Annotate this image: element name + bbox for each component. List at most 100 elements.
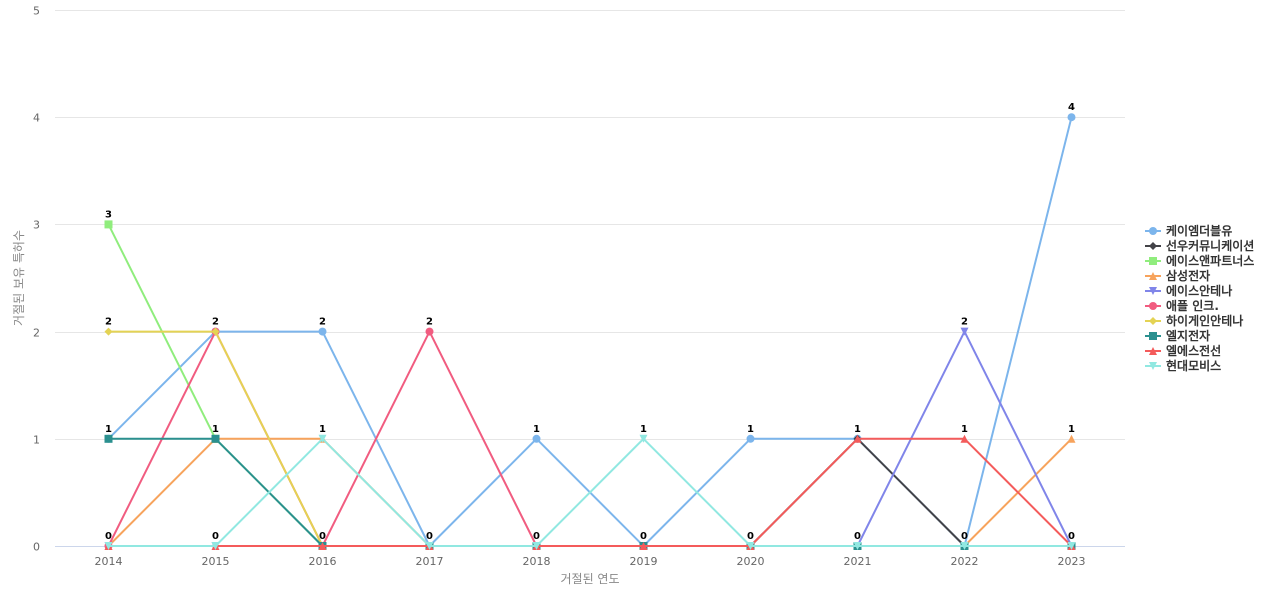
- data-point[interactable]: [104, 327, 113, 336]
- data-label: 2: [961, 317, 968, 328]
- legend-marker: [1149, 257, 1157, 265]
- data-point[interactable]: [853, 542, 862, 550]
- data-point[interactable]: [960, 434, 969, 443]
- data-label: 2: [426, 317, 433, 328]
- series-line[interactable]: [108, 437, 1073, 547]
- x-tick-label: 2023: [1058, 555, 1086, 568]
- data-point[interactable]: [639, 542, 648, 550]
- legend-item[interactable]: 에이스안테나: [1145, 283, 1232, 298]
- legend-item[interactable]: 엘에스전선: [1145, 343, 1221, 358]
- data-point[interactable]: [211, 434, 220, 443]
- legend-marker: [1149, 302, 1157, 310]
- data-label: 0: [319, 531, 326, 542]
- data-point[interactable]: [1067, 434, 1076, 443]
- data-label: 0: [854, 531, 861, 542]
- data-label: 0: [961, 531, 968, 542]
- legend-item[interactable]: 에이스앤파트너스: [1145, 253, 1254, 268]
- data-point[interactable]: [211, 327, 220, 336]
- legend-label: 현대모비스: [1166, 358, 1221, 373]
- legend-marker: [1149, 317, 1157, 325]
- y-tick-label: 1: [33, 434, 40, 447]
- legend-item[interactable]: 엘지전자: [1145, 328, 1210, 343]
- data-point[interactable]: [532, 434, 541, 443]
- legend-item[interactable]: 애플 인크.: [1145, 298, 1219, 313]
- data-point[interactable]: [1067, 113, 1076, 122]
- data-point[interactable]: [104, 434, 113, 443]
- data-point[interactable]: [425, 327, 434, 336]
- x-tick-label: 2018: [523, 555, 551, 568]
- legend-item[interactable]: 케이엠더블유: [1145, 223, 1232, 238]
- data-label: 0: [747, 531, 754, 542]
- legend-marker: [1149, 272, 1157, 280]
- y-axis-title: 거절된 보유 특허수: [12, 230, 26, 326]
- series-0: [104, 113, 1076, 550]
- x-axis-ticks: 2014 2015 2016 2017 2018 2019 2020 2021 2022 2023: [95, 555, 1086, 568]
- data-label: 1: [747, 424, 754, 435]
- legend-label: 에이스앤파트너스: [1166, 253, 1254, 268]
- series-2: [104, 220, 1076, 550]
- data-point[interactable]: [318, 542, 327, 550]
- data-label: 1: [105, 424, 112, 435]
- data-label: 1: [212, 424, 219, 435]
- data-label: 1: [854, 424, 861, 435]
- legend-marker: [1149, 242, 1157, 250]
- data-point[interactable]: [1067, 542, 1076, 550]
- data-point[interactable]: [211, 542, 220, 550]
- x-tick-label: 2017: [416, 555, 444, 568]
- y-tick-label: 0: [33, 541, 40, 554]
- legend-item[interactable]: 하이게인안테나: [1145, 313, 1243, 328]
- x-tick-label: 2021: [844, 555, 872, 568]
- data-label: 4: [1068, 102, 1075, 113]
- x-tick-label: 2020: [737, 555, 765, 568]
- legend-label: 엘지전자: [1166, 328, 1210, 343]
- y-tick-label: 2: [33, 327, 40, 340]
- data-label: 0: [533, 531, 540, 542]
- series-line[interactable]: [108, 437, 1072, 547]
- series-line[interactable]: [107, 223, 1072, 547]
- y-tick-label: 3: [33, 219, 40, 232]
- x-tick-label: 2015: [202, 555, 230, 568]
- data-point[interactable]: [425, 542, 434, 550]
- data-point[interactable]: [318, 327, 327, 336]
- legend-label: 선우커뮤니케이션: [1166, 238, 1254, 253]
- gridlines: [55, 10, 1125, 440]
- legend-marker: [1149, 287, 1157, 295]
- y-tick-label: 5: [33, 5, 40, 18]
- data-label: 1: [1068, 424, 1075, 435]
- data-point[interactable]: [532, 542, 541, 550]
- series-9: [104, 434, 1076, 550]
- data-label: 1: [533, 424, 540, 435]
- series-line[interactable]: [107, 116, 1073, 547]
- legend-item[interactable]: 선우커뮤니케이션: [1145, 238, 1254, 253]
- data-point[interactable]: [104, 220, 113, 229]
- x-tick-label: 2022: [951, 555, 979, 568]
- legend-marker: [1149, 347, 1157, 355]
- legend-item[interactable]: 현대모비스: [1145, 358, 1221, 373]
- legend-item[interactable]: 삼성전자: [1145, 268, 1210, 283]
- legend-marker: [1149, 362, 1157, 370]
- data-label: 2: [105, 317, 112, 328]
- legend-label: 에이스안테나: [1166, 283, 1232, 298]
- data-label: 2: [212, 317, 219, 328]
- data-point[interactable]: [853, 434, 862, 443]
- data-label: 0: [640, 531, 647, 542]
- data-label: 0: [426, 531, 433, 542]
- data-point[interactable]: [746, 542, 755, 550]
- legend-marker: [1149, 227, 1157, 235]
- data-label: 2: [319, 317, 326, 328]
- data-point[interactable]: [960, 327, 969, 336]
- data-point[interactable]: [960, 542, 969, 550]
- data-labels: 3 2 1 0 2 1 0 2 1 0 2 0 1 0 1 0 1 0 1 0 2 1 0 4 1 0: [105, 102, 1075, 542]
- data-point[interactable]: [318, 434, 327, 443]
- series-layer: [104, 113, 1076, 550]
- data-label: 1: [961, 424, 968, 435]
- legend-label: 애플 인크.: [1166, 298, 1219, 313]
- legend-label: 삼성전자: [1166, 268, 1210, 283]
- data-point[interactable]: [104, 542, 113, 550]
- data-label: 3: [105, 209, 112, 220]
- legend-label: 하이게인안테나: [1166, 313, 1243, 328]
- data-point[interactable]: [639, 434, 648, 443]
- data-point[interactable]: [746, 434, 755, 443]
